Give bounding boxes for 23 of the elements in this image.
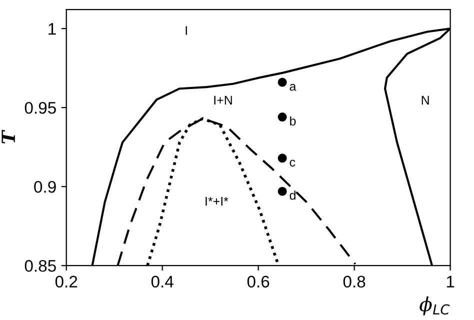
data-label: a: [290, 84, 296, 91]
point: [278, 186, 287, 196]
y-tick-label: 1: [48, 23, 56, 35]
annotation: N: [422, 96, 429, 104]
data-label: c: [290, 160, 296, 167]
data-label: d: [290, 190, 296, 200]
y-tick-label: 0.85: [24, 260, 56, 272]
x-tick-label: 0.6: [247, 276, 270, 288]
x-axis-title: ϕ$_{LC}$: [420, 296, 450, 316]
y-tick-label: 0.9: [34, 180, 56, 193]
x-tick-label: 1: [446, 276, 454, 288]
y-tick-label: 0.95: [24, 102, 56, 114]
point: [278, 112, 287, 122]
annotation: I: [186, 26, 187, 35]
x-tick-label: 0.2: [55, 276, 78, 288]
annotation: I*+I*: [206, 197, 228, 206]
x-tick-label: 0.4: [151, 276, 174, 288]
data-label: b: [290, 116, 296, 126]
y-axis-title: T: [2, 130, 15, 144]
point: [278, 78, 287, 87]
x-tick-label: 0.8: [343, 276, 366, 288]
point: [278, 154, 287, 163]
annotation: I+N: [214, 96, 232, 104]
